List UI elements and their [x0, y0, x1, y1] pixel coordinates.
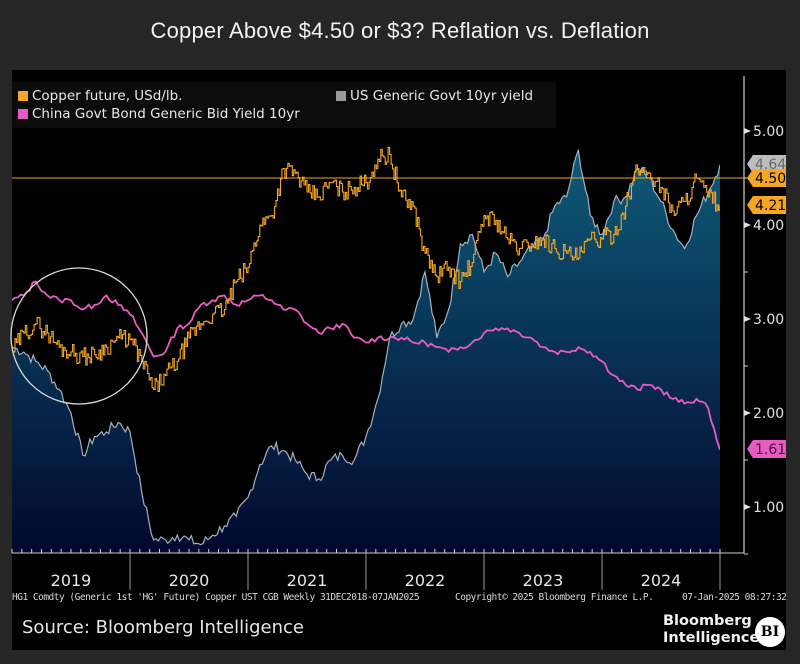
legend-swatch-copper [18, 91, 28, 101]
right-gutter [786, 70, 800, 650]
legend: Copper future, USd/lb. China Govt Bond G… [12, 82, 556, 128]
y-tick-label: 5.00 [753, 124, 784, 140]
y-tick [744, 316, 751, 322]
title-bar: Copper Above $4.50 or $3? Reflation vs. … [0, 0, 800, 62]
last-value-label: 4.21 [755, 198, 786, 214]
y-tick-label: 3.00 [753, 312, 784, 328]
x-tick-label: 2022 [405, 571, 446, 590]
bloomberg-intelligence-logo-text: Bloomberg Intelligence [663, 613, 759, 647]
legend-swatch-us-yield [336, 91, 346, 101]
reference-value-tag [747, 169, 786, 187]
x-tick-label: 2021 [287, 571, 328, 590]
us-yield-line [12, 149, 720, 546]
chart-title: Copper Above $4.50 or $3? Reflation vs. … [150, 18, 650, 43]
last-value-tag [747, 155, 786, 173]
legend-item-copper: Copper future, USd/lb. [18, 88, 182, 104]
x-tick-label: 2023 [523, 571, 564, 590]
last-value-tag [747, 440, 786, 458]
x-tick-label: 2024 [641, 571, 682, 590]
y-tick [744, 222, 751, 228]
reference-value-label: 4.50 [755, 171, 786, 187]
brand-line-2: Intelligence [663, 630, 760, 646]
footer-copyright: Copyright© 2025 Bloomberg Finance L.P. [455, 592, 654, 603]
brand-line-1: Bloomberg [663, 613, 752, 629]
china-yield-line [12, 280, 720, 450]
legend-swatch-china-yield [18, 109, 28, 119]
source-note: Source: Bloomberg Intelligence [22, 617, 304, 638]
footer-timestamp: 07-Jan-2025 08:27:32 [682, 592, 787, 603]
y-tick-label: 4.00 [753, 218, 784, 234]
legend-item-us-yield: US Generic Govt 10yr yield [336, 88, 533, 104]
legend-label-china-yield: China Govt Bond Generic Bid Yield 10yr [32, 106, 300, 122]
footer-tickers: HG1 Comdty (Generic 1st 'HG' Future) Cop… [12, 592, 420, 603]
legend-item-china-yield: China Govt Bond Generic Bid Yield 10yr [18, 106, 300, 122]
y-tick [744, 410, 751, 416]
bi-logo-badge: BI [755, 617, 785, 647]
legend-label-copper: Copper future, USd/lb. [32, 88, 183, 104]
last-value-tag [747, 196, 786, 214]
us-yield-area [12, 149, 720, 552]
x-tick-label: 2020 [169, 571, 210, 590]
last-value-label: 1.61 [755, 442, 786, 458]
y-tick-label: 1.00 [753, 500, 784, 516]
y-tick [744, 128, 751, 134]
y-tick [744, 504, 751, 510]
annotation-circle [10, 267, 148, 405]
y-tick-label: 2.00 [753, 406, 784, 422]
legend-label-us-yield: US Generic Govt 10yr yield [350, 88, 534, 104]
copper-line [12, 146, 720, 392]
x-tick-label: 2019 [51, 571, 92, 590]
